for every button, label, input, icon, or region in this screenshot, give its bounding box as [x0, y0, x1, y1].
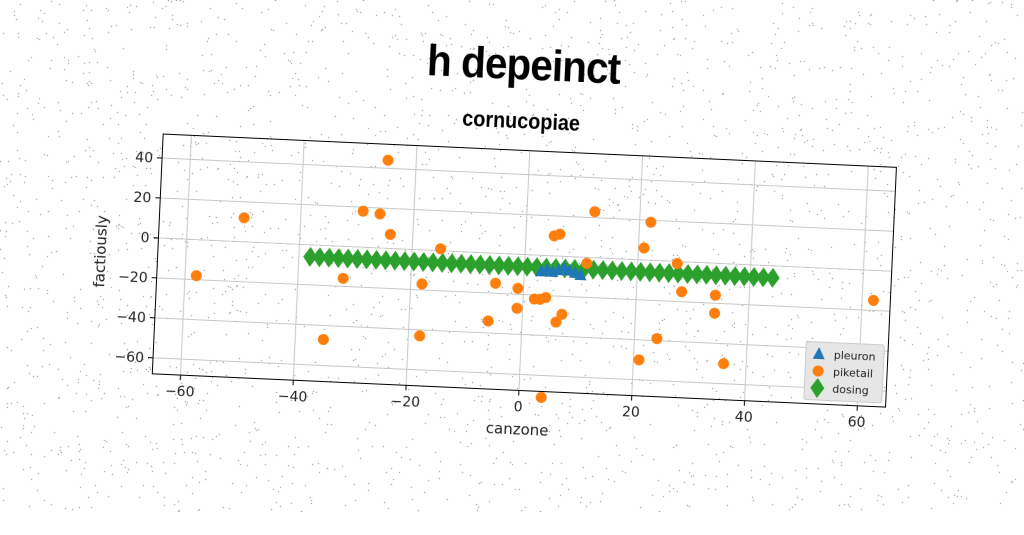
dosing-point	[765, 268, 780, 289]
legend: pleuron piketail dosing	[804, 341, 885, 402]
piketail-point	[318, 334, 329, 345]
y-tick-label: 0	[140, 230, 150, 246]
piketail-point	[511, 303, 522, 314]
piketail-point	[633, 354, 644, 365]
piketail-point	[535, 392, 546, 403]
piketail-point	[385, 229, 396, 240]
y-tick-label: 20	[133, 190, 152, 207]
x-tick-label: −60	[165, 383, 195, 400]
y-tick-label: −40	[116, 309, 146, 326]
piketail-point	[868, 295, 879, 306]
x-axis-label: canzone	[485, 419, 548, 440]
y-grid-line	[157, 278, 890, 311]
piketail-point	[709, 308, 720, 319]
y-grid-line	[160, 198, 893, 231]
y-grid-line	[153, 358, 886, 391]
series-piketail	[186, 146, 885, 418]
piketail-point	[651, 333, 662, 344]
data-points	[186, 146, 885, 418]
piketail-point	[638, 242, 649, 253]
piketail-point	[337, 273, 348, 284]
x-grid-line	[180, 135, 191, 375]
y-tick-label: 40	[135, 150, 154, 167]
x-tick-label: 60	[847, 414, 866, 431]
piketail-point	[512, 283, 523, 294]
x-tick-label: 0	[513, 399, 523, 415]
piketail-point	[710, 290, 721, 301]
piketail-point	[414, 330, 425, 341]
piketail-point	[718, 358, 729, 369]
piketail-point	[435, 243, 446, 254]
piketail-point	[645, 217, 656, 228]
piketail-point	[672, 258, 683, 269]
x-tick-label: −20	[390, 394, 420, 411]
piketail-point	[589, 206, 600, 217]
legend-label-piketail: piketail	[833, 366, 874, 381]
piketail-point	[382, 155, 393, 166]
y-axis-label: factiously	[90, 215, 111, 288]
legend-label-pleuron: pleuron	[834, 349, 876, 364]
y-tick-label: −60	[114, 349, 144, 366]
legend-label-dosing: dosing	[832, 383, 869, 398]
y-tick-label: −20	[118, 269, 148, 286]
piketail-point	[238, 212, 249, 223]
piketail-point	[374, 208, 385, 219]
x-grid-line	[293, 140, 304, 380]
piketail-point	[482, 315, 493, 326]
piketail-point	[676, 286, 687, 297]
piketail-point	[490, 278, 501, 289]
piketail-point	[416, 278, 427, 289]
x-tick-label: 20	[622, 404, 641, 421]
y-grid-line	[162, 158, 895, 191]
y-grid-line	[155, 318, 888, 351]
x-tick-label: −40	[277, 389, 307, 406]
x-tick-label: 40	[734, 409, 753, 426]
